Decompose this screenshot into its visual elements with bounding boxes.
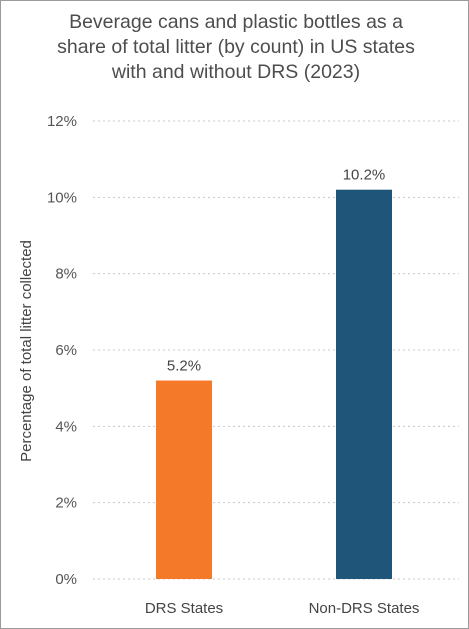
y-tick-label: 2%	[55, 495, 77, 512]
chart-title-line-2: share of total litter (by count) in US s…	[57, 36, 415, 58]
chart-title-line-3: with and without DRS (2023)	[111, 61, 361, 83]
y-tick-label: 8%	[55, 266, 77, 283]
y-axis-label: Percentage of total litter collected	[18, 240, 35, 462]
y-tick-label: 12%	[47, 113, 77, 130]
y-tick-label: 10%	[47, 189, 77, 206]
chart-title-line-1: Beverage cans and plastic bottles as a	[69, 11, 403, 33]
y-tick-label: 0%	[55, 571, 77, 588]
x-tick-label: DRS States	[145, 600, 223, 617]
chart-title: Beverage cans and plastic bottles as a s…	[11, 10, 461, 85]
x-tick-label: Non-DRS States	[309, 600, 420, 617]
y-tick-label: 6%	[55, 342, 77, 359]
bar	[156, 380, 212, 579]
y-tick-label: 4%	[55, 418, 77, 435]
bar	[336, 189, 392, 579]
data-label: 10.2%	[343, 167, 386, 184]
data-label: 5.2%	[167, 358, 201, 375]
